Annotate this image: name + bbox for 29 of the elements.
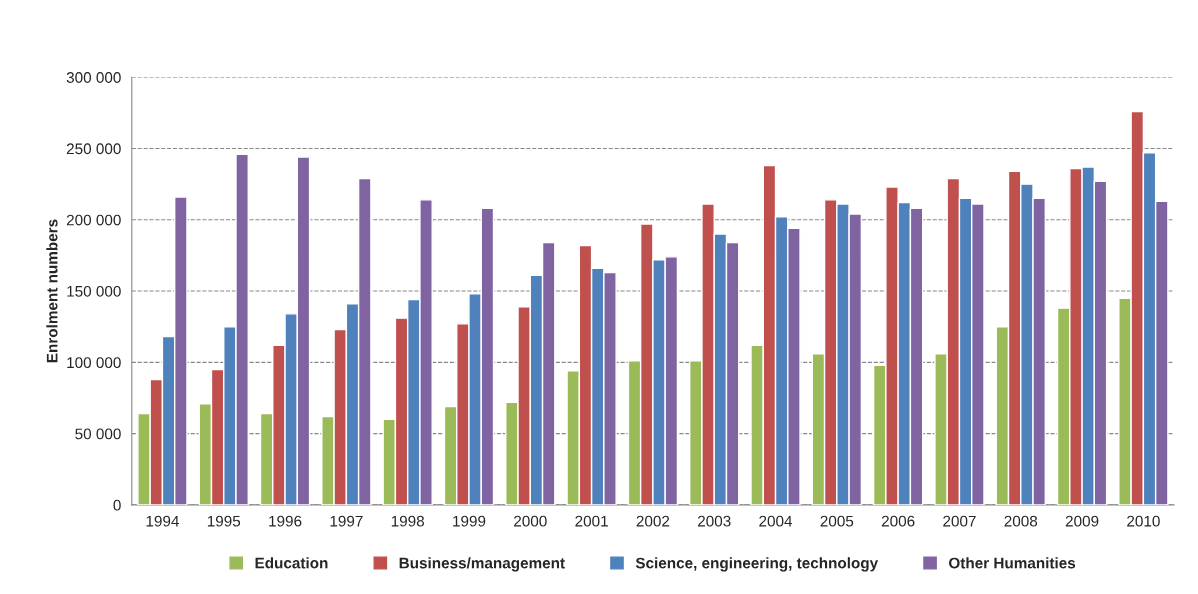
- y-axis-title: Enrolment numbers: [46, 219, 58, 363]
- legend-label: Other Humanities: [949, 557, 1076, 569]
- y-tick-label: 100 000: [67, 357, 121, 369]
- x-tick-label: 2001: [575, 515, 608, 527]
- x-tick-label: 2008: [1004, 515, 1038, 527]
- x-tick-label: 1997: [330, 515, 363, 527]
- x-tick-label: 2009: [1065, 515, 1099, 527]
- x-tick-label: 1996: [269, 515, 302, 527]
- y-tick-label: 150 000: [67, 285, 121, 297]
- y-tick-label: 300 000: [66, 72, 121, 83]
- legend-label: Business/management: [399, 557, 565, 572]
- x-tick-label: 2006: [881, 515, 915, 527]
- legend-label: Science, engineering, technology: [635, 557, 879, 572]
- x-tick-label: 2003: [698, 515, 731, 527]
- x-tick-label: 2010: [1127, 515, 1160, 527]
- legend-label: Education: [255, 557, 328, 569]
- x-tick-label: 2004: [759, 515, 793, 527]
- x-tick-label: 1999: [453, 515, 486, 527]
- y-tick-label: 50 000: [75, 428, 121, 440]
- y-tick-label: 250 000: [66, 143, 121, 155]
- y-tick-label: 0: [113, 499, 121, 511]
- x-tick-label: 2005: [820, 515, 854, 527]
- y-tick-label: 200 000: [66, 214, 121, 226]
- x-tick-label: 2002: [636, 515, 670, 527]
- x-tick-label: 1995: [207, 515, 241, 527]
- x-tick-label: 2000: [514, 515, 547, 527]
- x-tick-label: 1998: [391, 515, 424, 527]
- x-tick-label: 1994: [146, 515, 179, 527]
- x-tick-label: 2007: [943, 515, 976, 527]
